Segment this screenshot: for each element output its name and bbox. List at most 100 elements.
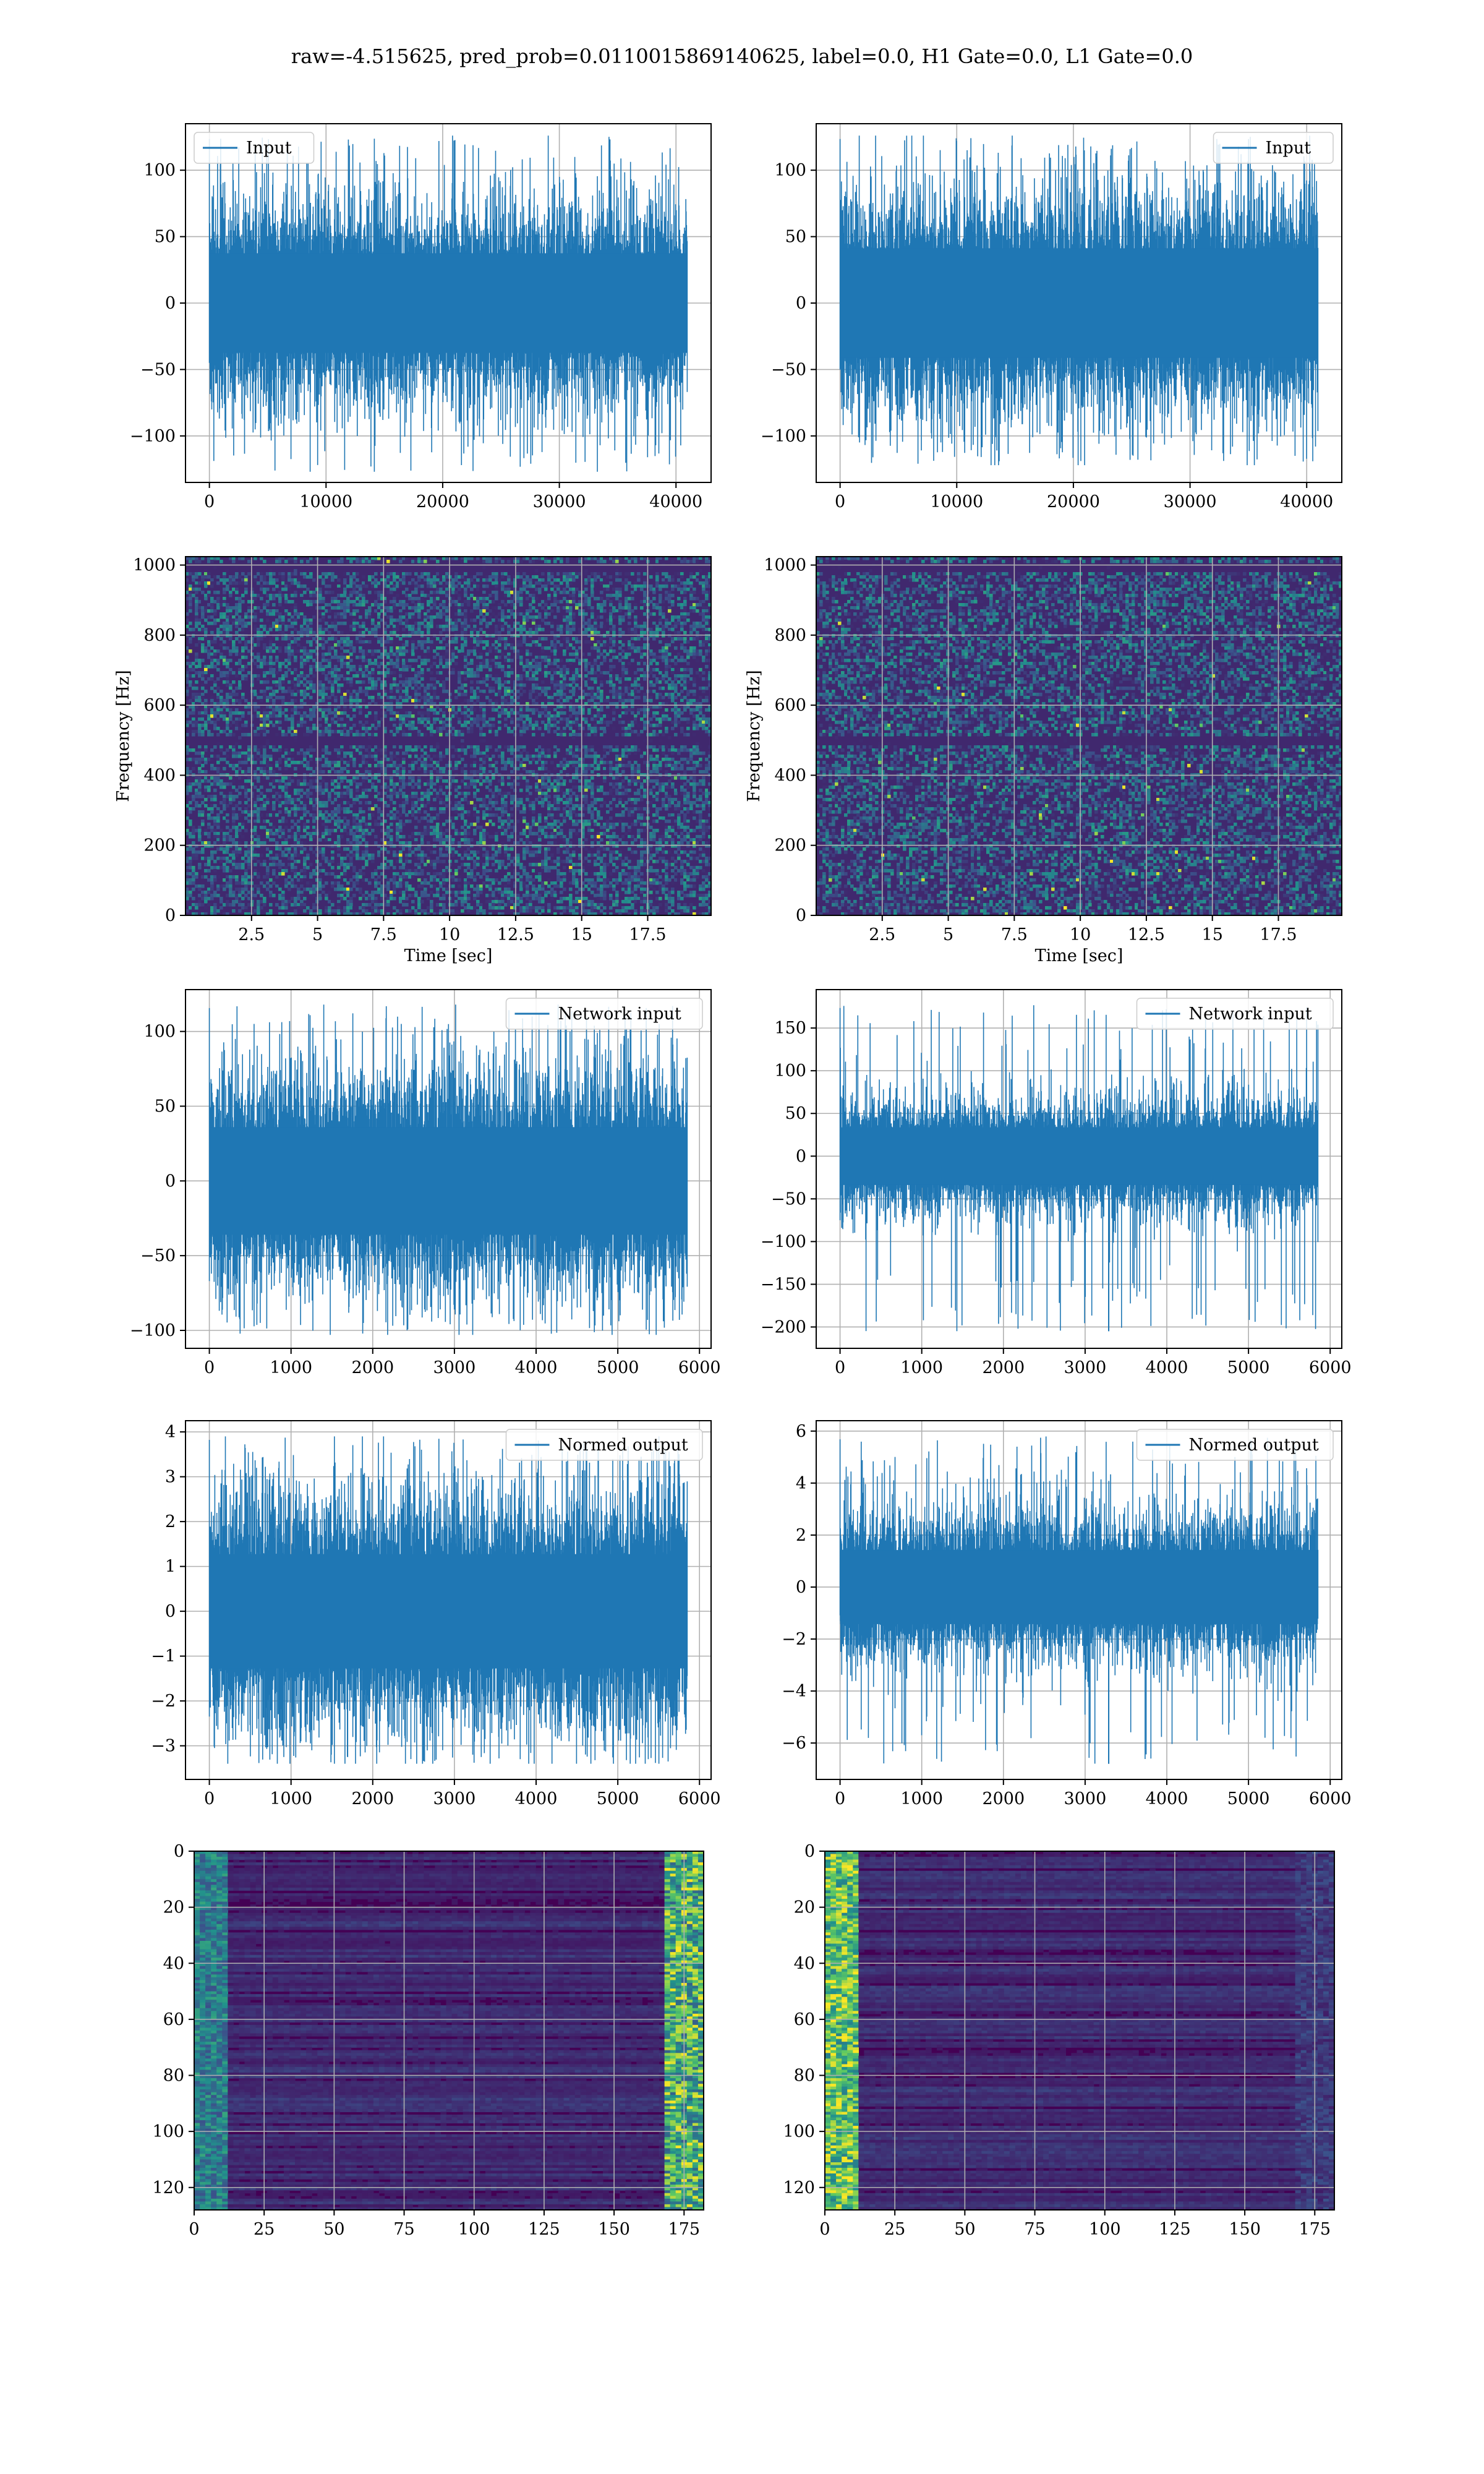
- heatmap-cell: [189, 680, 192, 684]
- heatmap-cell: [250, 680, 254, 684]
- heatmap-cell: [420, 659, 424, 662]
- heatmap-cell: [659, 597, 662, 601]
- heatmap-cell: [677, 680, 681, 684]
- heatmap-cell: [201, 591, 205, 594]
- heatmap-cell: [235, 603, 239, 607]
- heatmap-cell: [683, 677, 687, 681]
- heatmap-cell: [683, 714, 687, 718]
- heatmap-cell: [216, 705, 220, 709]
- heatmap-cell: [420, 575, 424, 579]
- heatmap-cell: [195, 557, 198, 560]
- heatmap-cell: [201, 612, 205, 616]
- heatmap-cell: [479, 656, 483, 659]
- legend: Input: [194, 132, 315, 164]
- heatmap-cell: [288, 717, 291, 721]
- heatmap-cell: [569, 615, 573, 619]
- heatmap-cell: [192, 634, 195, 638]
- heatmap-cell: [451, 600, 455, 604]
- heatmap-cell: [516, 649, 520, 653]
- heatmap-cell: [526, 609, 529, 613]
- heatmap-cell: [519, 591, 523, 594]
- heatmap-cell: [507, 665, 511, 669]
- heatmap-cell: [467, 603, 471, 607]
- heatmap-cell: [566, 659, 569, 662]
- heatmap-cell: [198, 609, 202, 613]
- heatmap-cell: [535, 557, 539, 560]
- heatmap-cell: [702, 727, 706, 730]
- heatmap-cell: [359, 625, 362, 628]
- heatmap-cell: [325, 730, 328, 734]
- heatmap-cell: [340, 622, 344, 625]
- heatmap-cell: [411, 578, 415, 582]
- heatmap-cell: [288, 696, 291, 700]
- heatmap-cell: [420, 603, 424, 607]
- heatmap-cell: [303, 702, 307, 706]
- heatmap-cell: [213, 714, 217, 718]
- heatmap-cell: [702, 656, 706, 659]
- heatmap-cell: [337, 615, 341, 619]
- heatmap-cell: [349, 696, 353, 700]
- heatmap-cell: [615, 674, 619, 678]
- heatmap-cell: [458, 597, 461, 601]
- heatmap-cell: [665, 680, 668, 684]
- heatmap-cell: [662, 696, 665, 700]
- heatmap-cell: [220, 625, 223, 628]
- heatmap-cell: [235, 727, 239, 730]
- heatmap-cell: [451, 578, 455, 582]
- heatmap-cell: [275, 634, 279, 638]
- heatmap-cell: [226, 674, 229, 678]
- heatmap-cell: [229, 687, 232, 690]
- heatmap-cell: [603, 557, 607, 560]
- heatmap-cell: [603, 714, 607, 718]
- heatmap-cell: [417, 671, 421, 675]
- heatmap-cell: [467, 597, 471, 601]
- heatmap-cell: [594, 631, 597, 635]
- heatmap-cell: [334, 665, 338, 669]
- heatmap-cell: [284, 649, 288, 653]
- heatmap-cell: [220, 634, 223, 638]
- heatmap-cell: [346, 634, 350, 638]
- heatmap-cell: [668, 717, 672, 721]
- heatmap-cell: [628, 714, 631, 718]
- heatmap-cell: [297, 711, 301, 715]
- heatmap-cell: [186, 711, 189, 715]
- heatmap-cell: [584, 659, 588, 662]
- heatmap-cell: [696, 705, 699, 709]
- heatmap-cell: [519, 711, 523, 715]
- heatmap-cell: [337, 603, 341, 607]
- heatmap-cell: [269, 581, 273, 585]
- heatmap-cell: [386, 653, 390, 656]
- heatmap-cell: [705, 721, 709, 724]
- heatmap-cell: [257, 569, 260, 573]
- heatmap-cell: [266, 687, 270, 690]
- heatmap-cell: [522, 708, 526, 712]
- heatmap-cell: [510, 671, 514, 675]
- heatmap-cell: [458, 730, 461, 734]
- heatmap-cell: [260, 618, 263, 622]
- heatmap-cell: [674, 646, 678, 650]
- heatmap-cell: [572, 615, 576, 619]
- heatmap-cell: [238, 745, 242, 749]
- heatmap-cell: [210, 622, 214, 625]
- heatmap-cell: [461, 693, 464, 696]
- heatmap-cell: [488, 557, 492, 560]
- heatmap-cell: [662, 714, 665, 718]
- heatmap-cell: [235, 742, 239, 746]
- heatmap-cell: [572, 733, 576, 737]
- heatmap-cell: [232, 711, 236, 715]
- heatmap-cell: [402, 572, 406, 576]
- heatmap-cell: [705, 727, 709, 730]
- heatmap-cell: [257, 653, 260, 656]
- heatmap-cell: [708, 591, 712, 594]
- heatmap-cell: [535, 683, 539, 687]
- heatmap-cell: [464, 659, 467, 662]
- heatmap-cell: [482, 705, 486, 709]
- heatmap-cell: [386, 575, 390, 579]
- heatmap-cell: [634, 618, 638, 622]
- heatmap-cell: [328, 637, 331, 641]
- heatmap-cell: [492, 677, 495, 681]
- heatmap-cell: [216, 699, 220, 703]
- heatmap-cell: [683, 717, 687, 721]
- heatmap-cell: [674, 696, 678, 700]
- heatmap-cell: [581, 724, 585, 727]
